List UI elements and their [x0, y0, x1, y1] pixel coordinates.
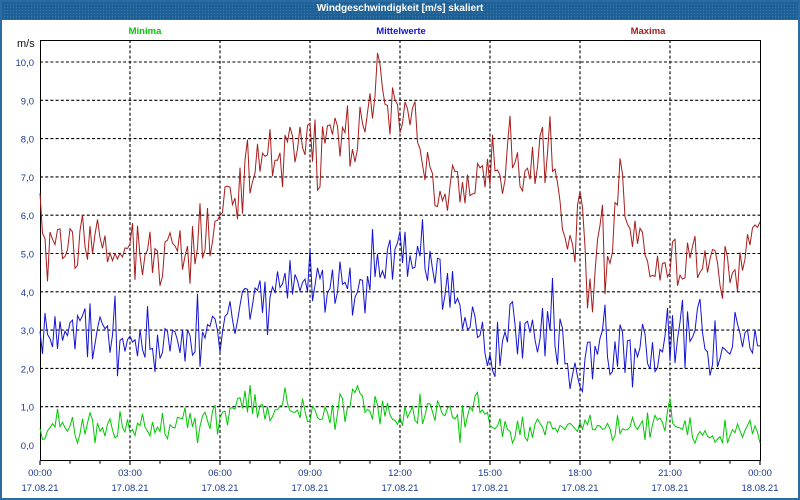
svg-text:0,0: 0,0 — [21, 441, 34, 452]
svg-text:18.08.21: 18.08.21 — [742, 483, 779, 494]
svg-text:09:00: 09:00 — [298, 468, 322, 479]
svg-text:17.08.21: 17.08.21 — [652, 483, 689, 494]
svg-text:17.08.21: 17.08.21 — [202, 483, 239, 494]
svg-text:8,0: 8,0 — [21, 135, 34, 146]
svg-text:17.08.21: 17.08.21 — [22, 483, 59, 494]
svg-text:17.08.21: 17.08.21 — [562, 483, 599, 494]
svg-text:15:00: 15:00 — [478, 468, 502, 479]
svg-text:1,0: 1,0 — [21, 403, 34, 414]
svg-text:21:00: 21:00 — [658, 468, 682, 479]
svg-text:00:00: 00:00 — [28, 468, 52, 479]
svg-text:03:00: 03:00 — [118, 468, 142, 479]
svg-text:2,0: 2,0 — [21, 364, 34, 375]
svg-text:12:00: 12:00 — [388, 468, 412, 479]
svg-text:00:00: 00:00 — [748, 468, 772, 479]
svg-text:3,0: 3,0 — [21, 326, 34, 337]
svg-text:10,0: 10,0 — [16, 58, 35, 69]
svg-text:17.08.21: 17.08.21 — [112, 483, 149, 494]
svg-text:17.08.21: 17.08.21 — [472, 483, 509, 494]
svg-text:6,0: 6,0 — [21, 211, 34, 222]
svg-text:7,0: 7,0 — [21, 173, 34, 184]
svg-text:18:00: 18:00 — [568, 468, 592, 479]
svg-text:9,0: 9,0 — [21, 96, 34, 107]
svg-text:06:00: 06:00 — [208, 468, 232, 479]
svg-text:4,0: 4,0 — [21, 288, 34, 299]
svg-text:5,0: 5,0 — [21, 250, 34, 261]
svg-text:17.08.21: 17.08.21 — [292, 483, 329, 494]
svg-text:17.08.21: 17.08.21 — [382, 483, 419, 494]
